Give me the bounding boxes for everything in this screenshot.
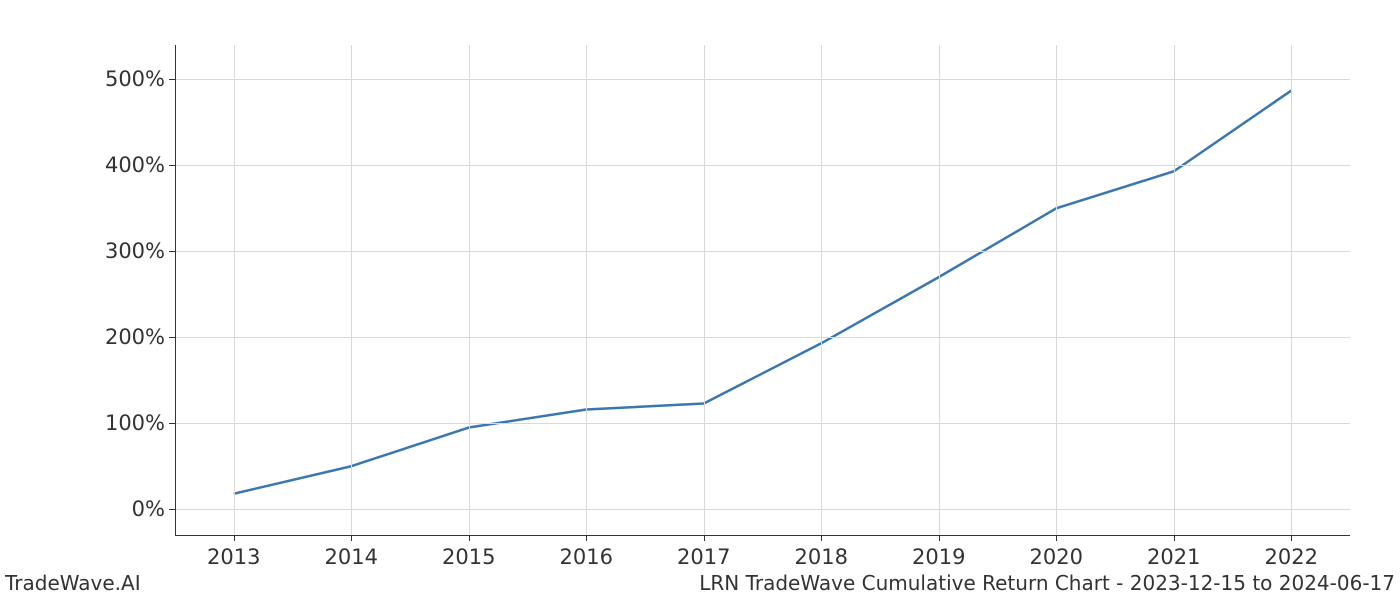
y-axis-spine bbox=[175, 45, 176, 535]
series-line-cumulative-return bbox=[234, 91, 1292, 494]
footer-right-label: LRN TradeWave Cumulative Return Chart - … bbox=[699, 571, 1395, 595]
grid-line-vertical bbox=[1291, 45, 1292, 535]
grid-line-vertical bbox=[234, 45, 235, 535]
y-tick-label: 200% bbox=[105, 325, 165, 349]
grid-line-vertical bbox=[469, 45, 470, 535]
grid-line-vertical bbox=[1174, 45, 1175, 535]
grid-line-vertical bbox=[1056, 45, 1057, 535]
x-tick-label: 2015 bbox=[442, 545, 495, 569]
x-tick-label: 2017 bbox=[677, 545, 730, 569]
grid-line-vertical bbox=[586, 45, 587, 535]
footer-left-label: TradeWave.AI bbox=[5, 571, 141, 595]
y-tick-label: 0% bbox=[132, 497, 165, 521]
grid-line-vertical bbox=[821, 45, 822, 535]
chart-container: 0% 100% 200% 300% 400% 500% 2013 2014 2015 2016 20… bbox=[0, 0, 1400, 600]
x-tick-label: 2016 bbox=[560, 545, 613, 569]
x-tick-label: 2019 bbox=[912, 545, 965, 569]
y-tick-label: 400% bbox=[105, 153, 165, 177]
x-axis-spine bbox=[175, 535, 1350, 536]
x-tick-label: 2022 bbox=[1265, 545, 1318, 569]
x-tick-label: 2014 bbox=[325, 545, 378, 569]
y-tick-label: 100% bbox=[105, 411, 165, 435]
grid-line-vertical bbox=[704, 45, 705, 535]
y-tick-label: 300% bbox=[105, 239, 165, 263]
grid-line-vertical bbox=[939, 45, 940, 535]
plot-area: 0%100%200%300%400%500%201320142015201620… bbox=[175, 45, 1350, 535]
grid-line-vertical bbox=[351, 45, 352, 535]
x-tick-label: 2021 bbox=[1147, 545, 1200, 569]
x-tick-label: 2018 bbox=[795, 545, 848, 569]
x-tick-label: 2013 bbox=[207, 545, 260, 569]
y-tick-label: 500% bbox=[105, 67, 165, 91]
x-tick-label: 2020 bbox=[1030, 545, 1083, 569]
